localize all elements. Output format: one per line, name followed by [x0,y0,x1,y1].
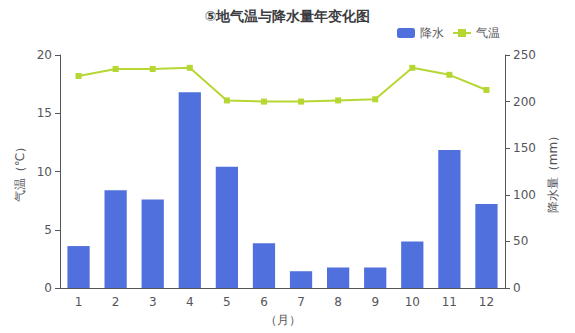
svg-text:降水: 降水 [420,26,444,40]
svg-text:6: 6 [260,295,268,309]
svg-text:20: 20 [37,48,52,62]
svg-text:250: 250 [513,48,536,62]
svg-text:3: 3 [149,295,157,309]
svg-text:9: 9 [371,295,379,309]
svg-text:4: 4 [186,295,194,309]
svg-text:8: 8 [334,295,342,309]
svg-text:10: 10 [37,165,52,179]
svg-text:降水量（mm）: 降水量（mm） [546,130,560,213]
svg-text:50: 50 [513,234,528,248]
svg-text:11: 11 [442,295,457,309]
svg-text:0: 0 [513,281,521,295]
svg-text:7: 7 [297,295,305,309]
svg-text:100: 100 [513,188,536,202]
svg-text:150: 150 [513,141,536,155]
svg-text:2: 2 [112,295,120,309]
svg-text:5: 5 [44,223,52,237]
svg-text:0: 0 [44,281,52,295]
svg-text:12: 12 [479,295,494,309]
svg-text:（月）: （月） [265,313,301,327]
svg-text:5: 5 [223,295,231,309]
svg-text:1: 1 [75,295,83,309]
svg-text:15: 15 [37,106,52,120]
svg-text:200: 200 [513,95,536,109]
svg-text:气温（℃）: 气温（℃） [13,141,27,202]
svg-text:气温: 气温 [476,26,500,40]
svg-text:10: 10 [405,295,420,309]
svg-text:⑤地气温与降水量年变化图: ⑤地气温与降水量年变化图 [205,8,371,24]
